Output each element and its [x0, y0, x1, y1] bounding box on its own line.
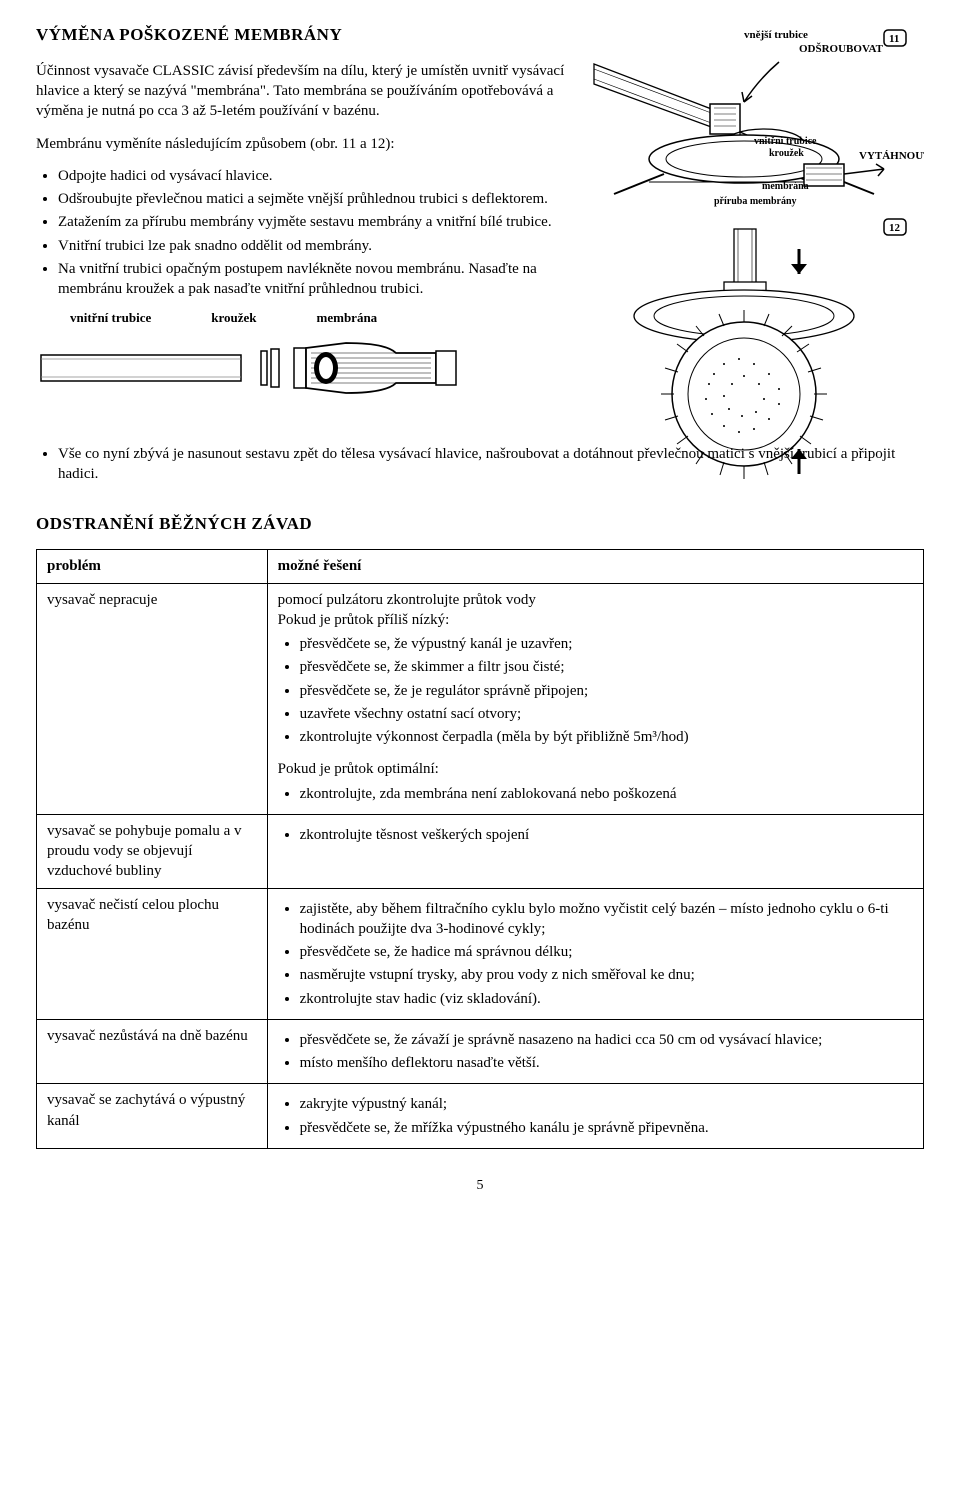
section-title-membrane: VÝMĚNA POŠKOZENÉ MEMBRÁNY [36, 24, 566, 47]
figure-11-12-diagram: vnější trubice ODŠROUBOVAT 11 [584, 24, 924, 444]
solution-list: zkontrolujte, zda membrána není zablokov… [278, 784, 913, 804]
table-header-row: problém možné řešení [37, 550, 924, 583]
problem-cell: vysavač se pohybuje pomalu a v proudu vo… [37, 814, 268, 888]
para-intro: Účinnost vysavače CLASSIC závisí předevš… [36, 61, 566, 122]
table-row: vysavač nezůstává na dně bazénu přesvědč… [37, 1019, 924, 1084]
solution-cell: zakryjte výpustný kanál; přesvědčete se,… [267, 1084, 923, 1149]
list-item: zkontrolujte výkonnost čerpadla (měla by… [300, 727, 913, 747]
assembly-label-membrane: membrána [317, 309, 378, 327]
page-number: 5 [36, 1177, 924, 1196]
diagram-label-outer-tube: vnější trubice [744, 29, 808, 41]
list-item: přesvědčete se, že skimmer a filtr jsou … [300, 657, 913, 677]
diagram-label-pull: VYTÁHNOUT [859, 150, 924, 162]
figure-number-12: 12 [889, 222, 901, 234]
table-row: vysavač nečistí celou plochu bazénu zaji… [37, 888, 924, 1019]
membrane-steps-list: Odpojte hadici od vysávací hlavice. Odšr… [36, 166, 566, 300]
list-item: zkontrolujte těsnost veškerých spojení [300, 825, 913, 845]
solution-list: přesvědčete se, že závaží je správně nas… [278, 1030, 913, 1074]
list-item: zkontrolujte, zda membrána není zablokov… [300, 784, 913, 804]
col-header-solution: možné řešení [267, 550, 923, 583]
list-item: přesvědčete se, že mřížka výpustného kan… [300, 1118, 913, 1138]
diagram-label-unscrew: ODŠROUBOVAT [799, 42, 884, 55]
svg-text:příruba membrány: příruba membrány [714, 196, 797, 207]
problem-cell: vysavač nepracuje [37, 583, 268, 814]
figure-number-11: 11 [889, 33, 899, 45]
list-item: přesvědčete se, že je regulátor správně … [300, 681, 913, 701]
solution-cell: přesvědčete se, že závaží je správně nas… [267, 1019, 923, 1084]
svg-text:membrána: membrána [762, 181, 809, 192]
problem-cell: vysavač nezůstává na dně bazénu [37, 1019, 268, 1084]
table-row: vysavač nepracuje pomocí pulzátoru zkont… [37, 583, 924, 814]
solution-list: zakryjte výpustný kanál; přesvědčete se,… [278, 1094, 913, 1138]
solution-cell: zkontrolujte těsnost veškerých spojení [267, 814, 923, 888]
problem-cell: vysavač nečistí celou plochu bazénu [37, 888, 268, 1019]
col-header-problem: problém [37, 550, 268, 583]
list-item: přesvědčete se, že hadice má správnou dé… [300, 942, 913, 962]
list-item: Vnitřní trubici lze pak snadno oddělit o… [58, 236, 566, 256]
troubleshoot-table: problém možné řešení vysavač nepracuje p… [36, 549, 924, 1149]
assembly-diagram [36, 333, 566, 409]
solution-list: zajistěte, aby během filtračního cyklu b… [278, 899, 913, 1009]
list-item: místo menšího deflektoru nasaďte větší. [300, 1053, 913, 1073]
svg-text:kroužek: kroužek [769, 148, 804, 159]
assembly-label-inner-tube: vnitřní trubice [70, 309, 151, 327]
assembly-label-ring: kroužek [211, 309, 256, 327]
list-item: nasměrujte vstupní trysky, aby prou vody… [300, 965, 913, 985]
list-item: Odšroubujte převlečnou matici a sejměte … [58, 189, 566, 209]
list-item: zkontrolujte stav hadic (viz skladování)… [300, 989, 913, 1009]
solution-cell: zajistěte, aby během filtračního cyklu b… [267, 888, 923, 1019]
solution-mid: Pokud je průtok optimální: [278, 759, 913, 779]
svg-text:vnitřní trubice: vnitřní trubice [754, 136, 817, 147]
list-item: uzavřete všechny ostatní sací otvory; [300, 704, 913, 724]
para-steps-intro: Membránu vyměníte následujícím způsobem … [36, 134, 566, 154]
problem-cell: vysavač se zachytává o výpustný kanál [37, 1084, 268, 1149]
table-row: vysavač se pohybuje pomalu a v proudu vo… [37, 814, 924, 888]
table-row: vysavač se zachytává o výpustný kanál za… [37, 1084, 924, 1149]
solution-list: zkontrolujte těsnost veškerých spojení [278, 825, 913, 845]
list-item: Odpojte hadici od vysávací hlavice. [58, 166, 566, 186]
solution-list: přesvědčete se, že výpustný kanál je uza… [278, 634, 913, 747]
solution-intro: pomocí pulzátoru zkontrolujte průtok vod… [278, 590, 913, 631]
list-item: přesvědčete se, že závaží je správně nas… [300, 1030, 913, 1050]
assembly-labels-row: vnitřní trubice kroužek membrána [70, 309, 566, 327]
list-item: Zatažením za přírubu membrány vyjměte se… [58, 212, 566, 232]
section-title-troubleshoot: ODSTRANĚNÍ BĚŽNÝCH ZÁVAD [36, 513, 924, 536]
list-item: zakryjte výpustný kanál; [300, 1094, 913, 1114]
solution-cell: pomocí pulzátoru zkontrolujte průtok vod… [267, 583, 923, 814]
list-item: Na vnitřní trubici opačným postupem navl… [58, 259, 566, 300]
list-item: zajistěte, aby během filtračního cyklu b… [300, 899, 913, 940]
list-item: přesvědčete se, že výpustný kanál je uza… [300, 634, 913, 654]
